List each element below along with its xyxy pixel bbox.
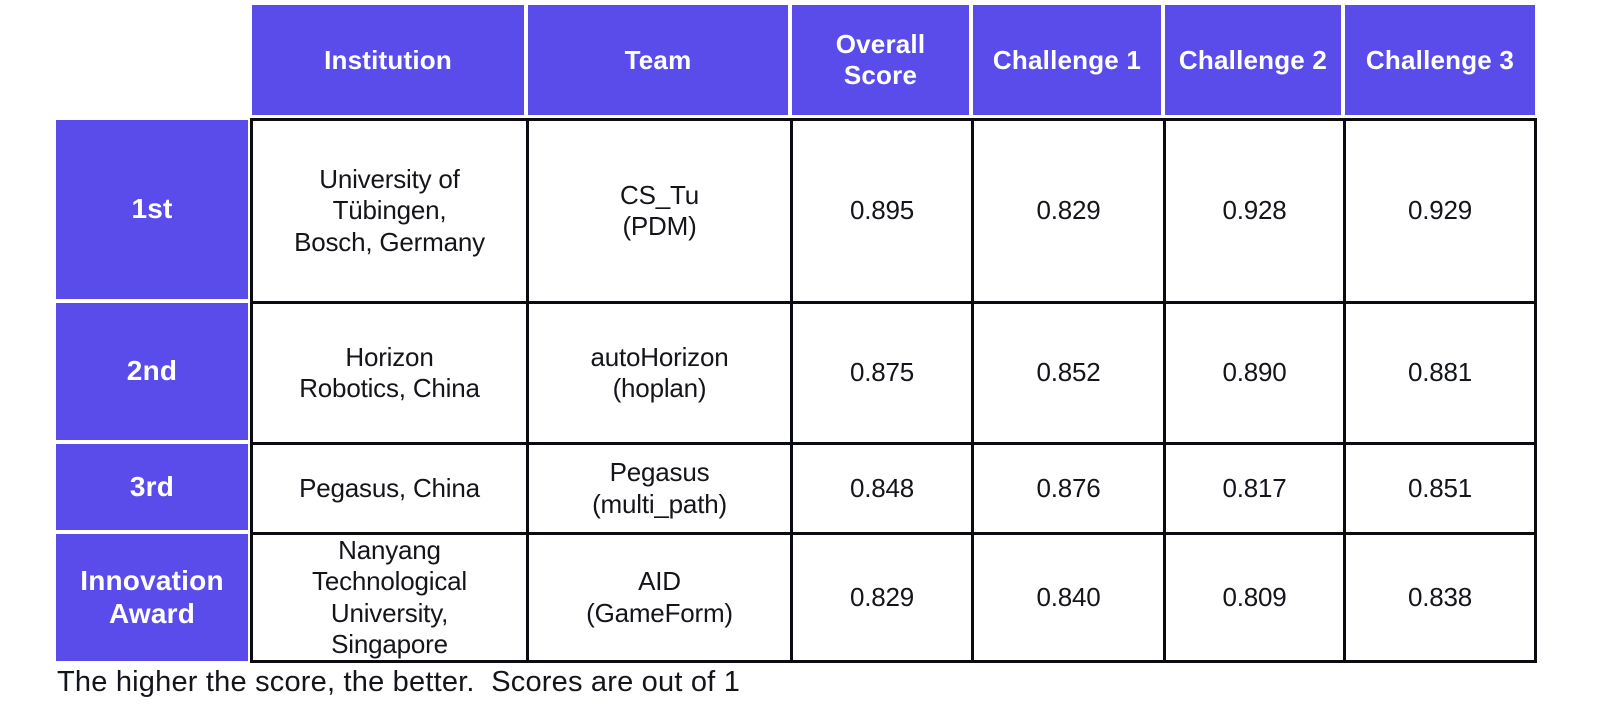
column-header-challenge-1: Challenge 1 bbox=[971, 5, 1163, 118]
cell-3rd-overall-score: 0.848 bbox=[790, 442, 971, 532]
leaderboard-table: Institution Team Overall Score Challenge… bbox=[56, 5, 1537, 663]
cell-innovation-team: AID (GameForm) bbox=[526, 532, 790, 663]
cell-innovation-challenge-2: 0.809 bbox=[1163, 532, 1343, 663]
corner-empty-cell bbox=[56, 5, 250, 118]
cell-1st-institution: University of Tübingen, Bosch, Germany bbox=[250, 118, 526, 301]
row-label-2nd: 2nd bbox=[56, 301, 250, 442]
cell-innovation-challenge-3: 0.838 bbox=[1343, 532, 1537, 663]
row-label-3rd: 3rd bbox=[56, 442, 250, 532]
cell-3rd-challenge-3: 0.851 bbox=[1343, 442, 1537, 532]
column-header-challenge-2: Challenge 2 bbox=[1163, 5, 1343, 118]
column-header-overall-score: Overall Score bbox=[790, 5, 971, 118]
cell-2nd-team: autoHorizon (hoplan) bbox=[526, 301, 790, 442]
footnote: The higher the score, the better. Scores… bbox=[57, 666, 741, 698]
cell-3rd-institution: Pegasus, China bbox=[250, 442, 526, 532]
cell-innovation-overall-score: 0.829 bbox=[790, 532, 971, 663]
cell-1st-challenge-2: 0.928 bbox=[1163, 118, 1343, 301]
cell-2nd-institution: Horizon Robotics, China bbox=[250, 301, 526, 442]
cell-3rd-challenge-2: 0.817 bbox=[1163, 442, 1343, 532]
cell-2nd-overall-score: 0.875 bbox=[790, 301, 971, 442]
cell-2nd-challenge-1: 0.852 bbox=[971, 301, 1163, 442]
cell-1st-team: CS_Tu (PDM) bbox=[526, 118, 790, 301]
cell-3rd-team: Pegasus (multi_path) bbox=[526, 442, 790, 532]
column-header-team: Team bbox=[526, 5, 790, 118]
row-label-innovation-award: Innovation Award bbox=[56, 532, 250, 663]
cell-3rd-challenge-1: 0.876 bbox=[971, 442, 1163, 532]
row-label-1st: 1st bbox=[56, 118, 250, 301]
cell-1st-challenge-3: 0.929 bbox=[1343, 118, 1537, 301]
column-header-institution: Institution bbox=[250, 5, 526, 118]
cell-2nd-challenge-2: 0.890 bbox=[1163, 301, 1343, 442]
column-header-challenge-3: Challenge 3 bbox=[1343, 5, 1537, 118]
cell-1st-overall-score: 0.895 bbox=[790, 118, 971, 301]
cell-1st-challenge-1: 0.829 bbox=[971, 118, 1163, 301]
cell-2nd-challenge-3: 0.881 bbox=[1343, 301, 1537, 442]
cell-innovation-challenge-1: 0.840 bbox=[971, 532, 1163, 663]
cell-innovation-institution: Nanyang Technological University, Singap… bbox=[250, 532, 526, 663]
